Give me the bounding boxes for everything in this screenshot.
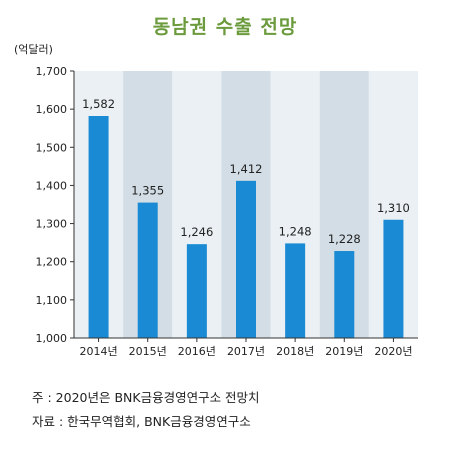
y-tick-label: 1,300 bbox=[36, 218, 68, 231]
x-tick-label: 2019년 bbox=[325, 345, 363, 358]
y-tick-label: 1,200 bbox=[36, 256, 68, 269]
footnote-note: 주 : 2020년은 BNK금융경영연구소 전망치 bbox=[32, 390, 260, 405]
x-tick-label: 2017년 bbox=[227, 345, 265, 358]
x-tick-label: 2016년 bbox=[178, 345, 216, 358]
data-label: 1,582 bbox=[82, 97, 115, 111]
y-tick-label: 1,400 bbox=[36, 179, 68, 192]
y-tick-label: 1,000 bbox=[36, 332, 68, 345]
data-label: 1,246 bbox=[180, 225, 213, 239]
footnotes: 주 : 2020년은 BNK금융경영연구소 전망치 자료 : 한국무역협회, B… bbox=[32, 386, 260, 434]
footnote-source: 자료 : 한국무역협회, BNK금융경영연구소 bbox=[32, 414, 251, 429]
bar bbox=[236, 180, 256, 338]
x-tick-label: 2014년 bbox=[80, 345, 118, 358]
x-tick-label: 2018년 bbox=[276, 345, 314, 358]
x-tick-label: 2020년 bbox=[374, 345, 412, 358]
bar bbox=[137, 202, 158, 338]
data-label: 1,310 bbox=[377, 201, 410, 215]
data-label: 1,248 bbox=[279, 224, 312, 238]
y-tick-label: 1,100 bbox=[36, 294, 68, 307]
y-tick-label: 1,600 bbox=[36, 103, 68, 116]
data-label: 1,228 bbox=[328, 232, 361, 246]
y-axis-unit-label: (억달러) bbox=[14, 43, 53, 56]
bar bbox=[334, 251, 355, 338]
y-tick-label: 1,500 bbox=[36, 141, 68, 154]
bar bbox=[285, 243, 306, 338]
bar bbox=[88, 116, 109, 338]
chart-title: 동남권 수출 전망 bbox=[152, 16, 298, 38]
data-label: 1,412 bbox=[230, 162, 263, 176]
x-tick-label: 2015년 bbox=[129, 345, 167, 358]
y-tick-label: 1,700 bbox=[36, 65, 68, 78]
bar bbox=[186, 244, 207, 338]
data-label: 1,355 bbox=[131, 184, 164, 198]
bar bbox=[383, 219, 404, 338]
